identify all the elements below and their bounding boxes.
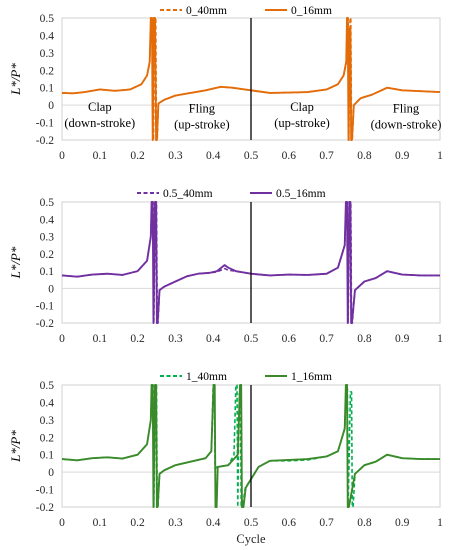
panel-3-ytick-label: 0.3 [40, 415, 55, 427]
panel-3-ytick-label: 0 [48, 467, 54, 479]
panel-3-xlabel: Cycle [236, 532, 266, 546]
panel-1-xtick-label: 0.1 [93, 150, 108, 162]
panel-2-xtick-label: 0.1 [93, 333, 108, 345]
panel-3-xtick-label: 0.1 [93, 517, 108, 529]
panel-2-xtick-label: 0.9 [395, 333, 410, 345]
panel-1-ytick-label: 0.4 [40, 30, 55, 42]
panel-2-ytick-label: 0.5 [40, 197, 55, 209]
panel-2-legend-label-0.5_40mm: 0.5_40mm [163, 188, 213, 200]
panel-3-ytick-label: 0.1 [40, 450, 55, 462]
panel-1-ytick-label: 0 [48, 100, 54, 112]
panel-3-xtick-label: 0.3 [168, 517, 183, 529]
panel-2-xtick-label: 0.4 [206, 333, 221, 345]
panel-1-ytick-label: -0.2 [36, 135, 54, 147]
panel-1-series-0_16mm [62, 17, 440, 141]
panel-2-xtick-label: 0.5 [244, 333, 259, 345]
panel-2-ylabel: L*/P* [8, 246, 23, 279]
panel-2-xtick-label: 0.3 [168, 333, 183, 345]
panel-1-xtick-label: 0.8 [357, 150, 372, 162]
panel-3-ytick-label: -0.1 [36, 485, 54, 497]
panel-1-legend-label-0_40mm: 0_40mm [186, 5, 227, 17]
panel-2-ytick-label: 0.1 [40, 266, 55, 278]
panel-2-ytick-label: 0.4 [40, 214, 55, 226]
panel-3-xtick-label: 0.4 [206, 517, 221, 529]
panel-2-xtick-label: 1 [437, 333, 443, 345]
panel-3-xtick-label: 0 [59, 517, 65, 529]
panel-1-ytick-label: 0.5 [40, 13, 55, 25]
panel-1-xtick-label: 0 [59, 150, 65, 162]
panel-1-annotation: Fling [189, 102, 216, 116]
panel-3-xtick-label: 0.7 [319, 517, 334, 529]
panel-1-annotation: Fling [393, 102, 420, 116]
panel-1-xtick-label: 0.2 [130, 150, 145, 162]
panel-1-annotation: (down-stroke) [64, 116, 135, 130]
panel-2-xtick-label: 0.6 [282, 333, 297, 345]
panel-2-ytick-label: 0.3 [40, 232, 55, 244]
panel-3-xtick-label: 0.8 [357, 517, 372, 529]
panel-1-xtick-label: 1 [437, 150, 443, 162]
panel-1-ytick-label: 0.3 [40, 48, 55, 60]
panel-2-ytick-label: 0 [48, 283, 54, 295]
panel-3-xtick-label: 0.5 [244, 517, 259, 529]
panel-1-xtick-label: 0.7 [319, 150, 334, 162]
panel-2-xtick-label: 0.8 [357, 333, 372, 345]
panel-3-xtick-label: 1 [437, 517, 443, 529]
panel-2-xtick-label: 0.7 [319, 333, 334, 345]
panel-2-legend-label-0.5_16mm: 0.5_16mm [276, 188, 326, 200]
panel-1-ytick-label: -0.1 [36, 118, 54, 130]
panel-1-legend-label-0_16mm: 0_16mm [291, 5, 332, 17]
panel-1-annotation: Clap [88, 100, 112, 114]
panel-3-series-1_16mm [62, 384, 440, 508]
panel-3-xtick-label: 0.9 [395, 517, 410, 529]
panel-1-ytick-label: 0.1 [40, 83, 55, 95]
panel-2-ytick-label: 0.2 [40, 249, 55, 261]
panel-1-ytick-label: 0.2 [40, 65, 55, 77]
panel-3-xtick-label: 0.2 [130, 517, 145, 529]
panel-1-annotation: (up-stroke) [274, 116, 330, 130]
panel-3-ytick-label: 0.5 [40, 380, 55, 392]
panel-1-xtick-label: 0.5 [244, 150, 259, 162]
panel-3-xtick-label: 0.6 [282, 517, 297, 529]
panel-1-annotation: Clap [290, 100, 314, 114]
panel-1-xtick-label: 0.4 [206, 150, 221, 162]
panel-1-xtick-label: 0.3 [168, 150, 183, 162]
panel-2-series-0.5_16mm [62, 201, 440, 324]
panel-3-legend-label-1_16mm: 1_16mm [291, 371, 332, 383]
panel-3-ytick-label: 0.4 [40, 397, 55, 409]
panel-3-ytick-label: 0.2 [40, 432, 55, 444]
panel-2-ytick-label: -0.1 [36, 301, 54, 313]
panel-1-ylabel: L*/P* [8, 63, 23, 96]
panel-2-ytick-label: -0.2 [36, 318, 54, 330]
panel-3-ytick-label: -0.2 [36, 502, 54, 514]
panel-2-xtick-label: 0.2 [130, 333, 145, 345]
panel-1-annotation: (down-stroke) [371, 118, 442, 132]
panel-2-xtick-label: 0 [59, 333, 65, 345]
panel-3-legend-label-1_40mm: 1_40mm [186, 371, 227, 383]
panel-1-xtick-label: 0.9 [395, 150, 410, 162]
panel-3-ylabel: L*/P* [8, 430, 23, 463]
panel-1-annotation: (up-stroke) [174, 118, 230, 132]
panel-1-xtick-label: 0.6 [282, 150, 297, 162]
